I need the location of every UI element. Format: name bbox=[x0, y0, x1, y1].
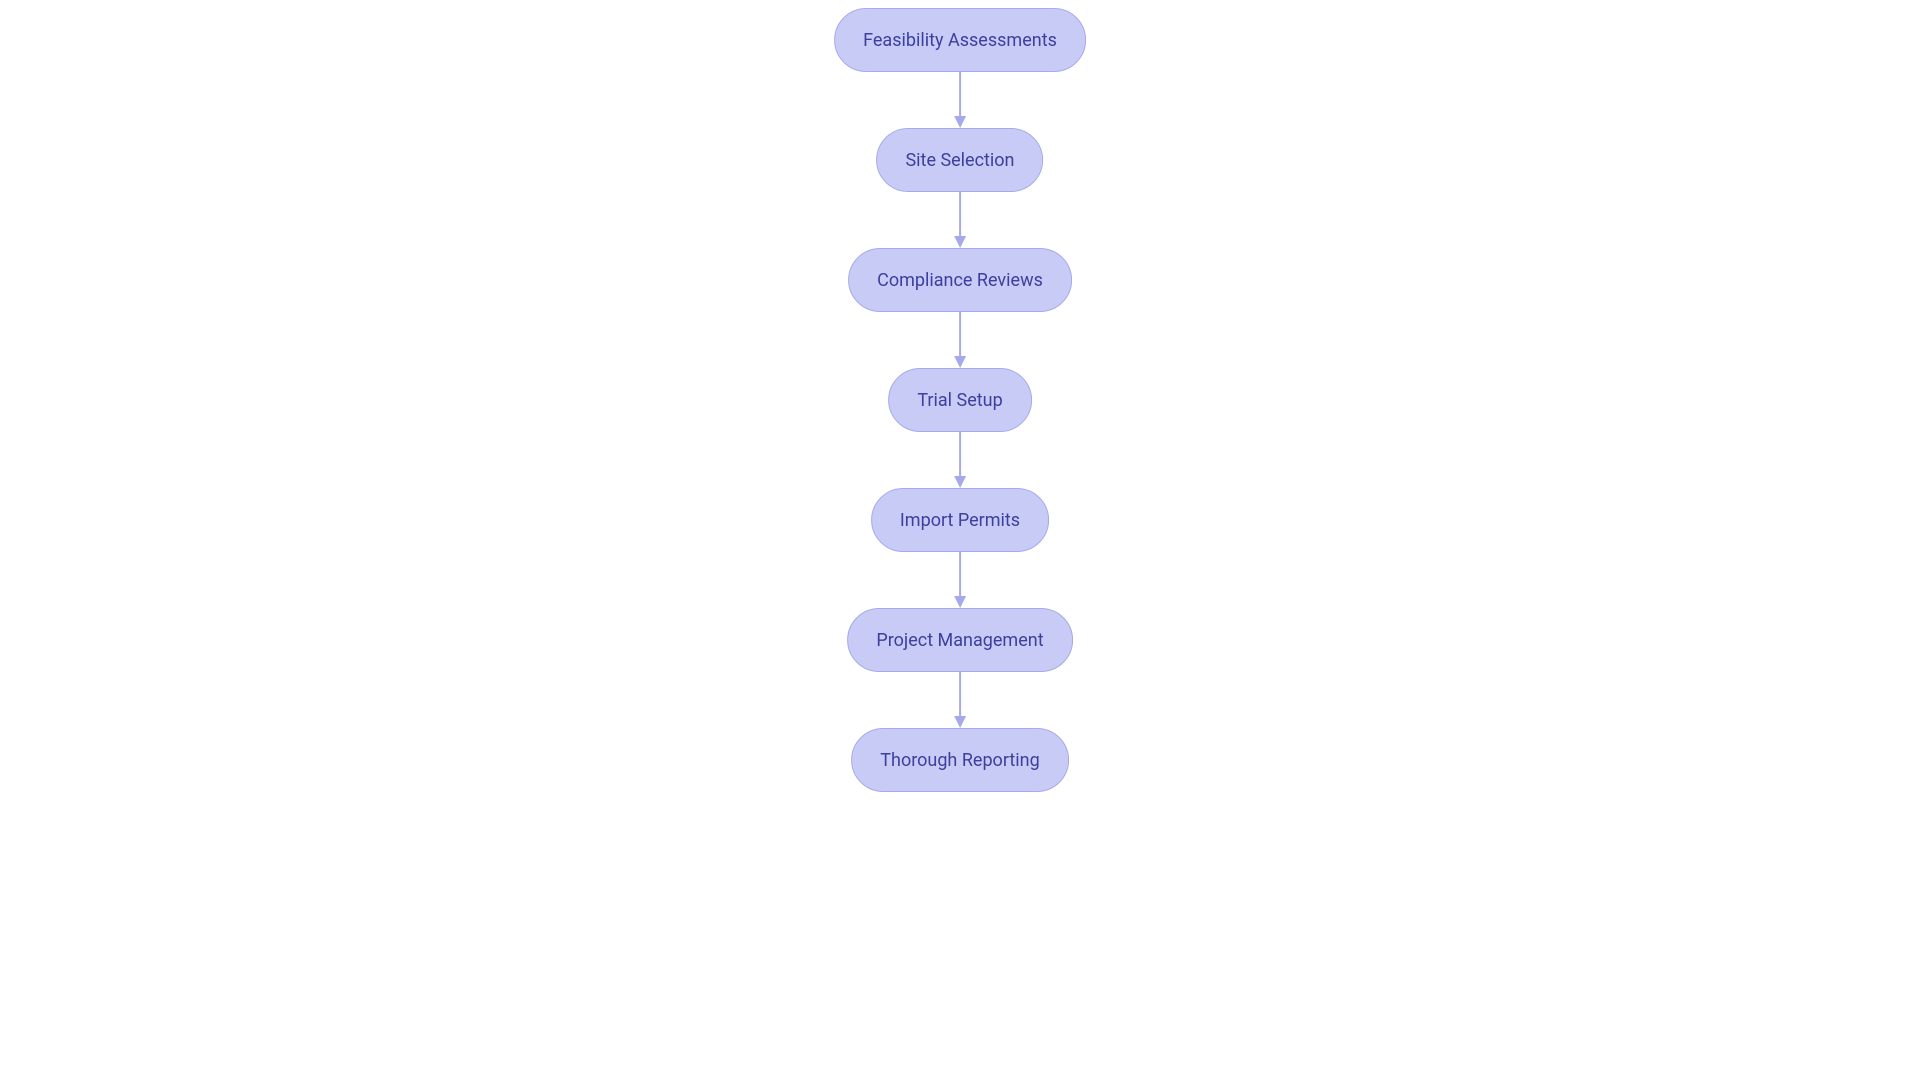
flowchart-connector bbox=[950, 672, 970, 728]
flowchart-connector bbox=[950, 312, 970, 368]
arrow-down-icon bbox=[950, 672, 970, 728]
flowchart-node: Import Permits bbox=[871, 488, 1049, 552]
arrow-down-icon bbox=[950, 72, 970, 128]
flowchart-connector bbox=[950, 192, 970, 248]
arrow-down-icon bbox=[950, 432, 970, 488]
flowchart-node: Thorough Reporting bbox=[851, 728, 1068, 792]
arrow-down-icon bbox=[950, 312, 970, 368]
arrow-down-icon bbox=[950, 552, 970, 608]
flowchart-connector bbox=[950, 552, 970, 608]
flowchart-node: Feasibility Assessments bbox=[834, 8, 1086, 72]
flowchart-connector bbox=[950, 432, 970, 488]
flowchart-node: Trial Setup bbox=[888, 368, 1031, 432]
flowchart-node: Site Selection bbox=[876, 128, 1043, 192]
flowchart-connector bbox=[950, 72, 970, 128]
arrow-down-icon bbox=[950, 192, 970, 248]
flowchart-node: Compliance Reviews bbox=[848, 248, 1072, 312]
flowchart-node: Project Management bbox=[847, 608, 1072, 672]
flowchart-container: Feasibility Assessments Site Selection C… bbox=[834, 8, 1086, 792]
